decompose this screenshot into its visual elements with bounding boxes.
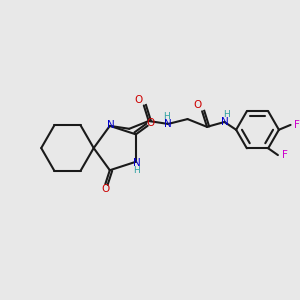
Text: H: H: [134, 166, 140, 175]
Text: O: O: [135, 94, 143, 105]
Text: F: F: [294, 120, 300, 130]
Text: F: F: [282, 150, 288, 160]
Text: N: N: [107, 120, 115, 130]
Text: N: N: [133, 158, 141, 168]
Text: H: H: [223, 110, 230, 119]
Text: H: H: [163, 112, 169, 121]
Text: O: O: [146, 118, 155, 128]
Text: N: N: [220, 117, 228, 127]
Text: O: O: [193, 100, 201, 110]
Text: N: N: [164, 119, 172, 129]
Text: O: O: [101, 184, 110, 194]
